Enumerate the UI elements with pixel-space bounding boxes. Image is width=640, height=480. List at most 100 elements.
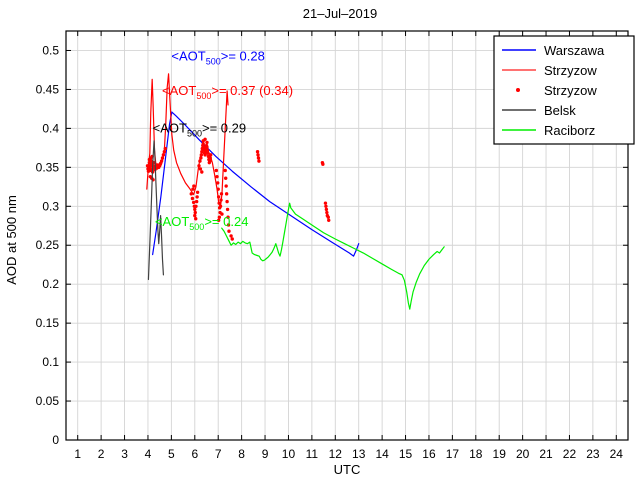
series-belsk-line [147, 140, 165, 281]
legend-label: Strzyzow [544, 83, 597, 98]
x-tick-label: 24 [610, 447, 624, 461]
chart-legend[interactable]: Warszawa Strzyzow Strzyzow Belsk Raciborz [493, 35, 635, 145]
data-point [218, 204, 223, 208]
ann-warszawa-post: >= 0.28 [221, 49, 265, 64]
data-point [208, 159, 212, 163]
y-tick-label: 0.3 [42, 199, 59, 213]
data-point [225, 207, 230, 212]
data-point [214, 168, 219, 173]
x-tick-label: 9 [262, 447, 269, 461]
ann-raciborz-pre: <AOT [155, 214, 189, 229]
ann-warszawa-pre: <AOT [171, 49, 205, 64]
legend-item-warszawa-0[interactable]: Warszawa [502, 43, 605, 58]
chart-title: 21–Jul–2019 [303, 6, 377, 21]
y-tick-label: 0.05 [36, 394, 60, 408]
data-point [223, 168, 227, 173]
data-point [217, 201, 221, 205]
data-point [201, 142, 205, 146]
ann-strzyzow-pre: <AOT [162, 83, 196, 98]
data-series-layer [145, 73, 445, 310]
ann-warszawa-subscript: 500 [206, 57, 221, 67]
data-point [326, 215, 330, 219]
data-point [194, 199, 199, 204]
data-point [193, 210, 197, 215]
data-point [226, 215, 230, 219]
y-tick-label: 0.25 [36, 238, 60, 252]
legend-item-strzyzow-2[interactable]: Strzyzow [516, 83, 597, 98]
data-point [193, 213, 197, 218]
data-point [224, 176, 228, 180]
legend-label: Warszawa [544, 43, 605, 58]
series-raciborz-line [221, 202, 445, 310]
data-point [224, 184, 228, 188]
data-point [321, 162, 325, 166]
x-tick-label: 19 [493, 447, 507, 461]
data-point [161, 153, 166, 157]
x-tick-label: 13 [352, 447, 366, 461]
x-tick-label: 4 [145, 447, 152, 461]
x-tick-label: 7 [215, 447, 222, 461]
x-tick-label: 2 [98, 447, 105, 461]
x-tick-label: 16 [422, 447, 436, 461]
data-point [205, 148, 210, 152]
legend-label: Belsk [544, 103, 576, 118]
data-point [256, 153, 260, 157]
y-tick-label: 0.1 [42, 355, 59, 369]
legend-item-belsk-3[interactable]: Belsk [502, 103, 576, 118]
data-point [162, 150, 167, 154]
x-tick-label: 8 [238, 447, 245, 461]
data-point [226, 223, 231, 227]
data-point [216, 195, 221, 199]
ann-warszawa: <AOT500>= 0.28 [171, 49, 264, 67]
data-point [160, 156, 165, 160]
data-point [327, 218, 331, 223]
ann-raciborz-post: >= 0.24 [204, 214, 248, 229]
data-point [192, 184, 196, 188]
data-point [203, 137, 207, 141]
data-point [189, 192, 193, 196]
data-point [193, 207, 197, 212]
legend-item-strzyzow-1[interactable]: Strzyzow [502, 63, 597, 78]
data-point [216, 181, 220, 185]
legend-label: Raciborz [544, 123, 595, 138]
ann-strzyzow-subscript: 500 [196, 91, 211, 101]
ann-raciborz: <AOT500>= 0.24 [155, 214, 248, 232]
data-point [191, 187, 195, 191]
x-tick-label: 22 [563, 447, 577, 461]
plot-frame [65, 30, 629, 441]
data-point [200, 170, 204, 174]
x-tick-label: 11 [306, 447, 319, 461]
data-point [198, 159, 202, 163]
y-tick-label: 0.35 [36, 160, 60, 174]
data-point [224, 192, 229, 196]
data-point [198, 167, 203, 171]
data-point [257, 159, 261, 163]
data-point [219, 198, 223, 202]
data-point [190, 196, 195, 201]
data-point [256, 156, 261, 160]
x-tick-label: 15 [399, 447, 413, 461]
x-tick-label: 23 [586, 447, 600, 461]
data-point [159, 159, 164, 163]
data-point [194, 217, 198, 221]
ann-belsk-subscript: 500 [187, 128, 202, 138]
annotation-layer: <AOT500>= 0.28<AOT500>= 0.37 (0.34)<AOT5… [153, 49, 293, 232]
ann-belsk-pre: <AOT [153, 120, 187, 135]
legend-item-raciborz-4[interactable]: Raciborz [502, 123, 595, 138]
ann-raciborz-subscript: 500 [189, 222, 204, 232]
data-point [216, 187, 220, 191]
data-point [205, 145, 209, 149]
data-point [195, 195, 199, 199]
data-point [230, 237, 234, 241]
data-point [323, 201, 328, 205]
ann-strzyzow-post: >= 0.37 (0.34) [211, 83, 293, 98]
x-tick-label: 17 [446, 447, 460, 461]
x-tick-label: 14 [375, 447, 389, 461]
data-point [209, 153, 213, 157]
data-point [206, 151, 210, 156]
ann-belsk: <AOT500>= 0.29 [153, 120, 246, 138]
data-point [325, 210, 329, 215]
legend-label: Strzyzow [544, 63, 597, 78]
y-tick-label: 0.5 [42, 43, 59, 57]
